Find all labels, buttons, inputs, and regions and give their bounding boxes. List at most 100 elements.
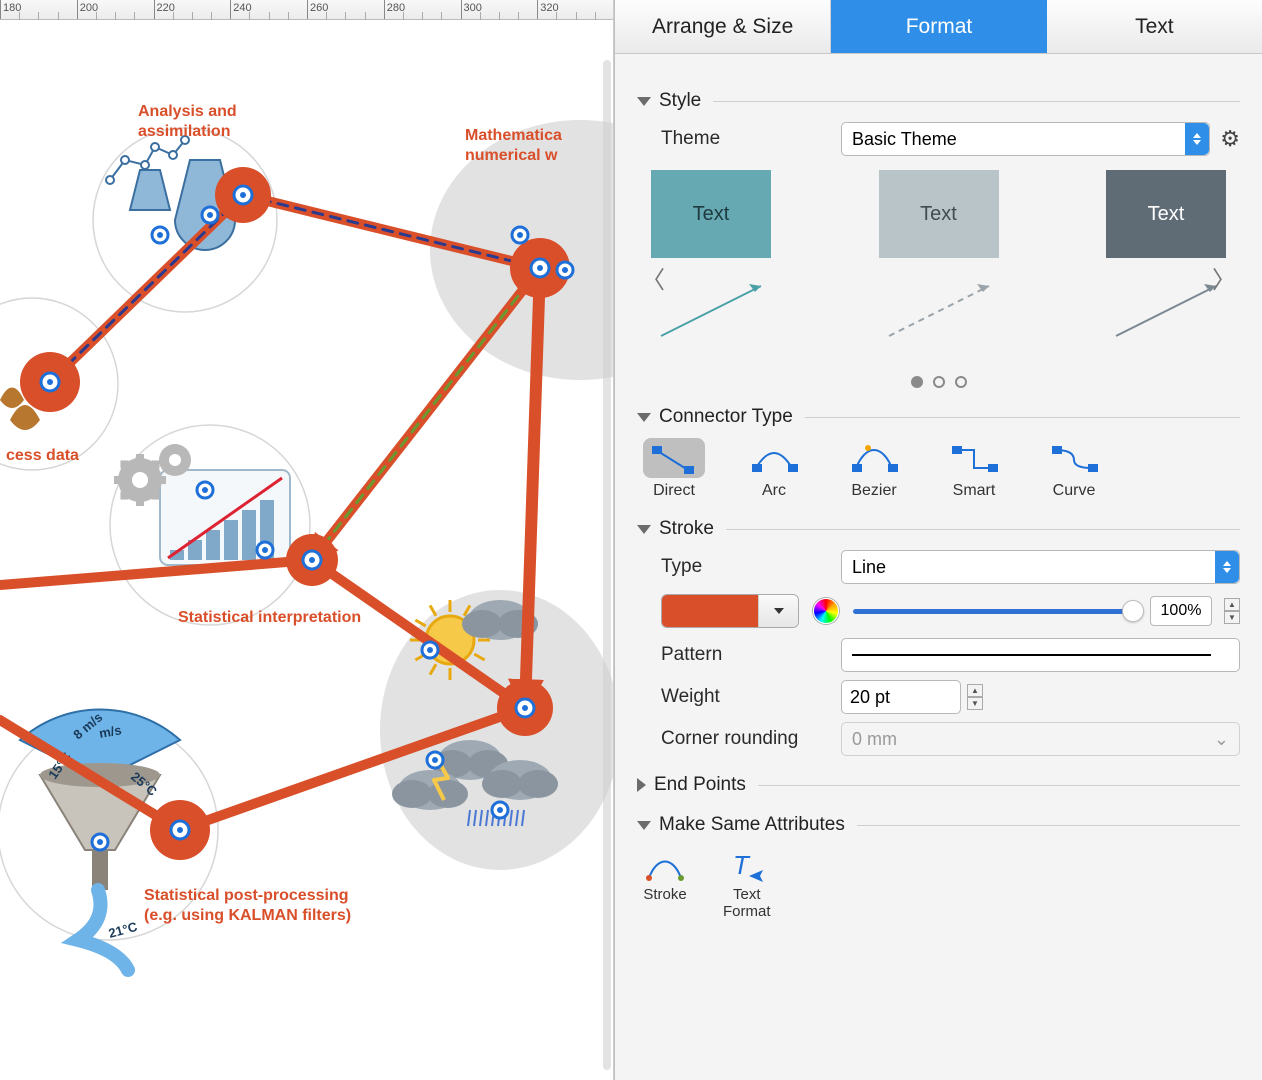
carousel-dot[interactable] <box>955 376 967 388</box>
canvas-vertical-scrollbar[interactable] <box>603 60 611 1070</box>
svg-text:numerical w: numerical w <box>465 147 558 164</box>
weight-label: Weight <box>661 686 841 708</box>
corner-rounding-input[interactable]: 0 mm ⌄ <box>841 722 1240 756</box>
textformat-icon: T <box>725 846 769 884</box>
connector-label: Direct <box>653 482 695 500</box>
connector-label: Bezier <box>851 482 896 500</box>
tab-arrange-size[interactable]: Arrange & Size <box>615 0 831 53</box>
connector-curve-icon <box>1043 438 1105 478</box>
select-stepper-icon <box>1185 123 1209 155</box>
connector-label: Arc <box>762 482 786 500</box>
disclosure-icon <box>637 97 651 106</box>
swatch-arrow-preview <box>651 276 771 346</box>
connector-direct[interactable]: Direct <box>643 438 705 500</box>
section-same-attrs-header[interactable]: Make Same Attributes <box>637 814 1240 836</box>
horizontal-ruler: 180200220240260280300320 <box>0 0 613 20</box>
svg-text:assimilation: assimilation <box>138 123 230 140</box>
connector-bezier[interactable]: Bezier <box>843 438 905 500</box>
swatch-box: Text <box>1106 170 1226 258</box>
tab-format[interactable]: Format <box>831 0 1046 53</box>
carousel-dot[interactable] <box>911 376 923 388</box>
stroke-type-label: Type <box>661 556 841 578</box>
svg-text:21°C: 21°C <box>107 919 140 941</box>
connector-direct-icon <box>643 438 705 478</box>
connector-label: Smart <box>953 482 996 500</box>
inspector-tabs: Arrange & Size Format Text <box>615 0 1262 54</box>
swatch-box: Text <box>651 170 771 258</box>
svg-text:Mathematica: Mathematica <box>465 127 562 144</box>
stroke-color-swatch <box>662 595 758 627</box>
theme-label: Theme <box>661 128 841 150</box>
stroke-type-select[interactable]: Line <box>841 550 1240 584</box>
theme-swatch-1[interactable]: Text <box>879 170 999 346</box>
canvas-pane[interactable]: 180200220240260280300320 8 m/sm/s15°C25°… <box>0 0 614 1080</box>
svg-text:(e.g. using KALMAN filters): (e.g. using KALMAN filters) <box>144 907 351 924</box>
theme-value: Basic Theme <box>852 129 957 150</box>
svg-text:T: T <box>733 850 751 880</box>
same-attr-stroke[interactable]: Stroke <box>643 846 687 921</box>
swatch-box: Text <box>879 170 999 258</box>
stroke-type-value: Line <box>852 557 886 578</box>
stroke-color-well[interactable] <box>661 594 799 628</box>
section-connector-header[interactable]: Connector Type <box>637 406 1240 428</box>
section-same-attrs-title: Make Same Attributes <box>659 814 845 836</box>
stroke-icon <box>643 846 687 884</box>
opacity-value[interactable]: 100% <box>1150 596 1212 626</box>
section-stroke-header[interactable]: Stroke <box>637 518 1240 540</box>
pattern-select[interactable] <box>841 638 1240 672</box>
pattern-label: Pattern <box>661 644 841 666</box>
format-panel: Style Theme Basic Theme ⚙ 〈 〉 Text Text Te… <box>615 54 1262 1080</box>
theme-swatch-carousel: 〈 〉 TextTextText <box>651 170 1226 370</box>
corner-placeholder: 0 mm <box>852 729 897 750</box>
svg-text:Statistical interpretation: Statistical interpretation <box>178 609 361 626</box>
select-stepper-icon <box>1215 551 1239 583</box>
disclosure-icon <box>637 413 651 422</box>
corner-rounding-label: Corner rounding <box>661 728 841 750</box>
pattern-preview-line <box>852 654 1211 656</box>
carousel-dot[interactable] <box>933 376 945 388</box>
weight-stepper[interactable]: ▲▼ <box>967 684 983 710</box>
section-endpoints-header[interactable]: End Points <box>637 774 1240 796</box>
theme-swatch-0[interactable]: Text <box>651 170 771 346</box>
section-endpoints-title: End Points <box>654 774 746 796</box>
connector-label: Curve <box>1053 482 1096 500</box>
attr-label: TextFormat <box>723 886 771 921</box>
weight-input[interactable]: 20 pt <box>841 680 961 714</box>
opacity-stepper[interactable]: ▲▼ <box>1224 598 1240 624</box>
carousel-dots[interactable] <box>637 376 1240 388</box>
slider-thumb[interactable] <box>1122 600 1144 622</box>
section-style-title: Style <box>659 90 701 112</box>
canvas-svg[interactable]: 8 m/sm/s15°C25°C21°CAnalysis andassimila… <box>0 20 614 1080</box>
inspector-sidebar: Arrange & Size Format Text Style Theme B… <box>614 0 1262 1080</box>
connector-curve[interactable]: Curve <box>1043 438 1105 500</box>
same-attrs-row: Stroke T TextFormat <box>643 846 1240 921</box>
svg-text:Analysis and: Analysis and <box>138 103 237 120</box>
theme-select[interactable]: Basic Theme <box>841 122 1210 156</box>
attr-label: Stroke <box>643 886 686 903</box>
swatch-arrow-preview <box>879 276 999 346</box>
connector-smart[interactable]: Smart <box>943 438 1005 500</box>
section-style-header[interactable]: Style <box>637 90 1240 112</box>
svg-text:Statistical post-processing: Statistical post-processing <box>144 887 349 904</box>
section-stroke-title: Stroke <box>659 518 714 540</box>
disclosure-icon <box>637 525 651 534</box>
gear-icon[interactable]: ⚙ <box>1220 126 1240 152</box>
connector-smart-icon <box>943 438 1005 478</box>
opacity-slider[interactable] <box>853 609 1142 614</box>
disclosure-icon <box>637 778 646 792</box>
carousel-prev-icon[interactable]: 〈 <box>641 260 665 295</box>
svg-text:cess data: cess data <box>6 447 79 464</box>
theme-swatch-2[interactable]: Text <box>1106 170 1226 346</box>
connector-bezier-icon <box>843 438 905 478</box>
section-connector-title: Connector Type <box>659 406 793 428</box>
color-dropdown-icon[interactable] <box>758 595 798 627</box>
tab-text[interactable]: Text <box>1047 0 1262 53</box>
carousel-next-icon[interactable]: 〉 <box>1212 260 1236 295</box>
swatch-arrow-preview <box>1106 276 1226 346</box>
disclosure-icon <box>637 821 651 830</box>
connector-type-row: Direct Arc Bezier Smart Curve <box>643 438 1240 500</box>
same-attr-textformat[interactable]: T TextFormat <box>723 846 771 921</box>
connector-arc[interactable]: Arc <box>743 438 805 500</box>
color-wheel-icon[interactable] <box>813 598 839 624</box>
connector-arc-icon <box>743 438 805 478</box>
